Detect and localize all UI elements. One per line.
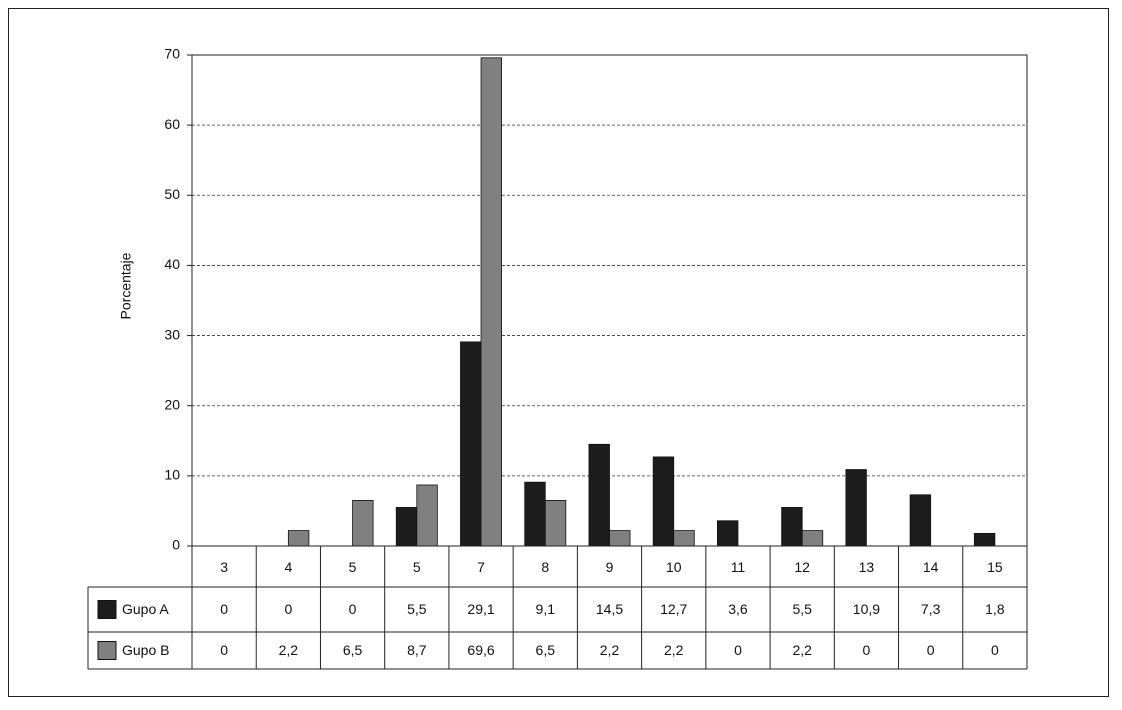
table-value: 0 bbox=[991, 642, 999, 658]
bar bbox=[480, 57, 502, 547]
bar bbox=[973, 532, 996, 547]
table-value: 5,5 bbox=[407, 601, 427, 617]
table-value: 0 bbox=[349, 601, 357, 617]
x-tick-label: 14 bbox=[923, 559, 939, 575]
legend-label: Gupo B bbox=[122, 642, 169, 658]
bar bbox=[524, 481, 546, 547]
table-value: 0 bbox=[220, 642, 228, 658]
x-tick-label: 11 bbox=[731, 559, 746, 575]
y-axis-label: Porcentaje bbox=[118, 252, 134, 319]
x-tick-label: 15 bbox=[987, 559, 1003, 575]
y-tick-label: 0 bbox=[172, 537, 180, 553]
table-value: 2,2 bbox=[792, 642, 812, 658]
table-value: 14,5 bbox=[596, 601, 623, 617]
bar bbox=[717, 520, 739, 547]
x-tick-label: 8 bbox=[541, 559, 549, 575]
y-tick-label: 20 bbox=[164, 396, 180, 412]
x-tick-label: 10 bbox=[666, 559, 682, 575]
frame bbox=[8, 8, 1109, 697]
table-value: 2,2 bbox=[600, 642, 620, 658]
y-tick-label: 40 bbox=[164, 256, 180, 272]
y-tick-label: 10 bbox=[164, 467, 180, 483]
bar bbox=[352, 500, 374, 547]
table-value: 6,5 bbox=[343, 642, 363, 658]
x-tick-label: 4 bbox=[284, 559, 292, 575]
y-tick-label: 70 bbox=[164, 46, 180, 62]
bar bbox=[652, 456, 675, 547]
bar bbox=[416, 484, 438, 547]
table-value: 3,6 bbox=[728, 601, 748, 617]
y-tick-label: 30 bbox=[164, 326, 180, 342]
y-tick-label: 50 bbox=[164, 186, 180, 202]
table-value: 0 bbox=[284, 601, 292, 617]
table-value: 0 bbox=[863, 642, 871, 658]
table-value: 69,6 bbox=[467, 642, 494, 658]
bar bbox=[801, 530, 824, 547]
table-value: 5,5 bbox=[792, 601, 812, 617]
table-value: 10,9 bbox=[853, 601, 880, 617]
bar bbox=[287, 530, 310, 547]
table-value: 2,2 bbox=[664, 642, 684, 658]
bar bbox=[609, 530, 631, 547]
x-tick-label: 5 bbox=[413, 559, 421, 575]
y-tick-label: 60 bbox=[164, 116, 180, 132]
bar bbox=[544, 500, 567, 547]
table-value: 9,1 bbox=[536, 601, 556, 617]
legend-swatch bbox=[97, 600, 117, 619]
bar bbox=[845, 469, 867, 547]
bar bbox=[395, 507, 418, 547]
x-tick-label: 3 bbox=[220, 559, 228, 575]
x-tick-label: 5 bbox=[349, 559, 357, 575]
table-value: 7,3 bbox=[921, 601, 941, 617]
bar bbox=[588, 443, 610, 547]
table-value: 29,1 bbox=[467, 601, 494, 617]
x-tick-label: 12 bbox=[794, 559, 810, 575]
table-value: 12,7 bbox=[660, 601, 687, 617]
table-value: 0 bbox=[220, 601, 228, 617]
bar bbox=[673, 530, 695, 547]
table-value: 0 bbox=[927, 642, 935, 658]
x-tick-label: 13 bbox=[859, 559, 875, 575]
bar bbox=[781, 507, 803, 547]
bar bbox=[909, 494, 932, 547]
table-value: 2,2 bbox=[279, 642, 299, 658]
legend-swatch bbox=[97, 641, 117, 660]
table-value: 6,5 bbox=[536, 642, 556, 658]
legend-label: Gupo A bbox=[122, 601, 169, 617]
table-value: 0 bbox=[734, 642, 742, 658]
bar bbox=[460, 341, 482, 547]
table-value: 8,7 bbox=[407, 642, 427, 658]
x-tick-label: 7 bbox=[477, 559, 485, 575]
table-value: 1,8 bbox=[985, 601, 1005, 617]
x-tick-label: 9 bbox=[606, 559, 614, 575]
